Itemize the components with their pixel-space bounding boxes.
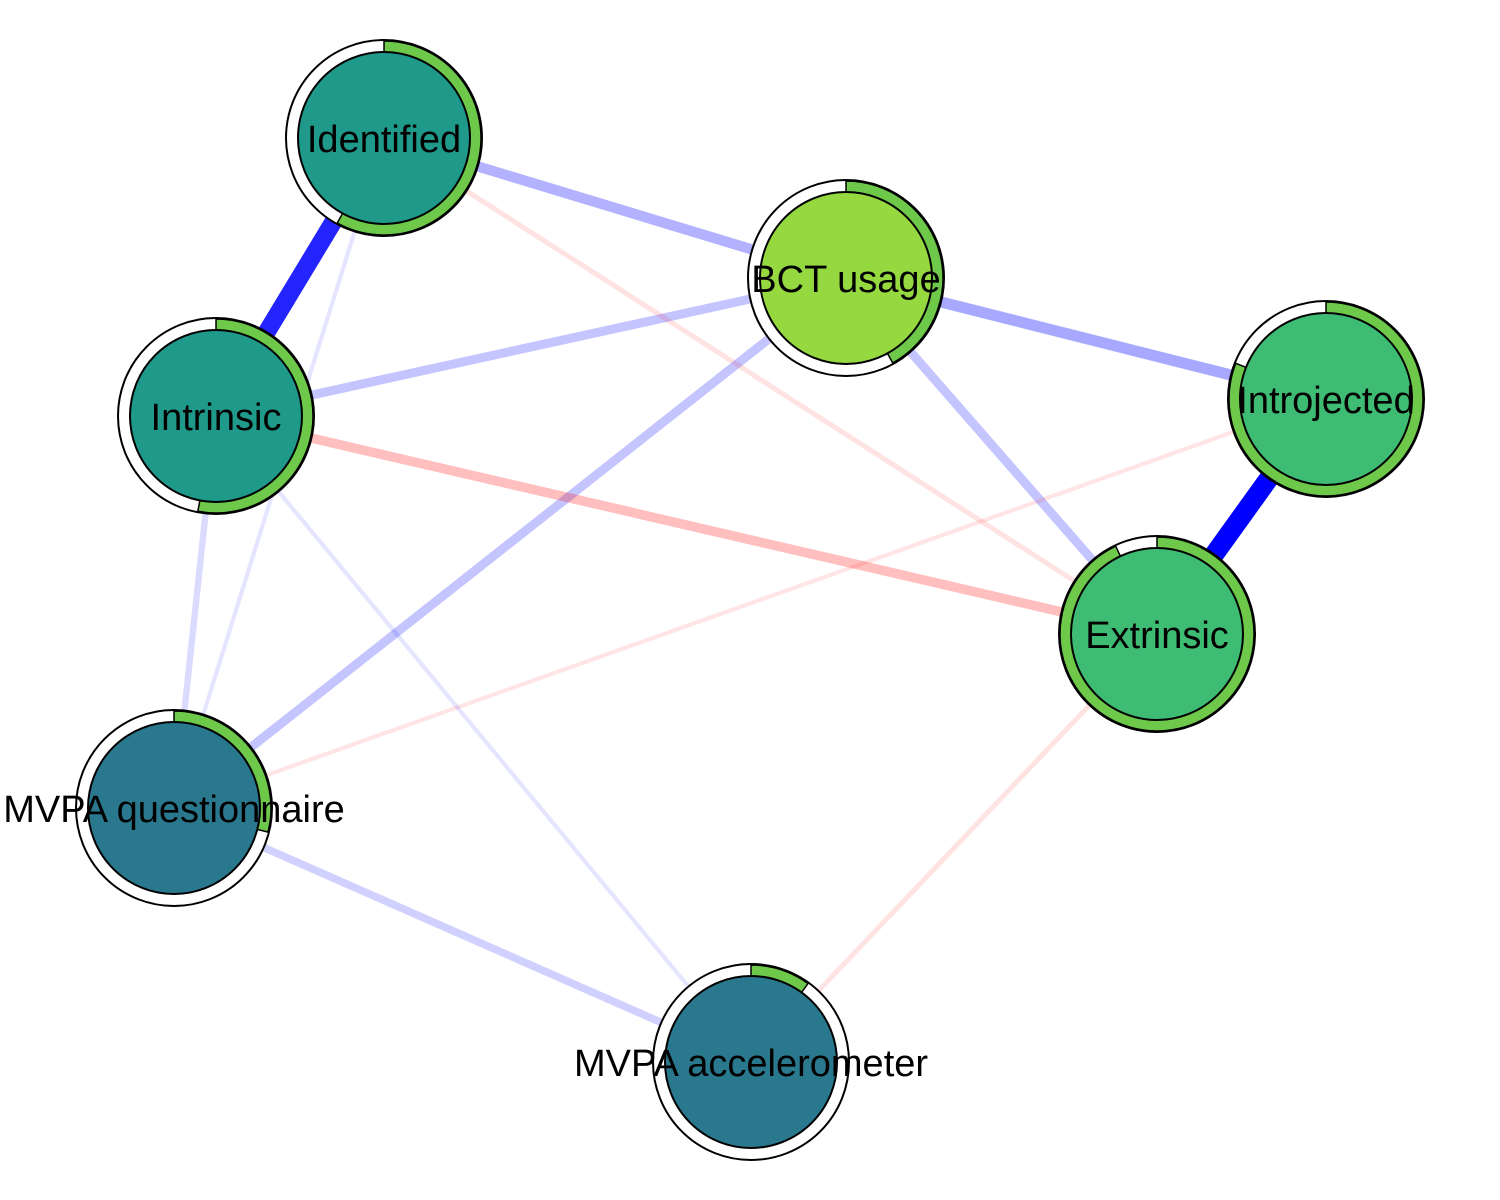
edge-intrinsic-extrinsic xyxy=(214,411,1159,639)
node-mvpa_q-label: MVPA questionnaire xyxy=(3,789,345,831)
node-identified-label: Identified xyxy=(307,119,461,161)
node-mvpa_a-circle xyxy=(664,975,838,1149)
edge-identified-extrinsic xyxy=(382,135,1159,637)
node-identified-circle xyxy=(297,51,471,225)
edge-bct-mvpa_q xyxy=(171,274,849,812)
node-introjected-label: Introjected xyxy=(1237,380,1414,422)
node-intrinsic-label: Intrinsic xyxy=(151,397,282,439)
edge-mvpa_q-mvpa_a xyxy=(172,804,753,1066)
node-intrinsic: Intrinsic xyxy=(117,317,315,515)
nodes-layer: Identified BCT usage Intrinsic Introjected E… xyxy=(3,39,1425,1161)
edge-introjected-mvpa_q xyxy=(173,397,1327,810)
edge-bct-intrinsic xyxy=(215,273,847,421)
node-extrinsic-label: Extrinsic xyxy=(1085,615,1229,657)
node-identified: Identified xyxy=(285,39,483,237)
node-introjected-circle xyxy=(1239,312,1413,486)
node-mvpa_a-label: MVPA accelerometer xyxy=(574,1043,928,1085)
node-mvpa_q-circle xyxy=(87,721,261,895)
node-introjected: Introjected xyxy=(1227,300,1425,498)
node-bct: BCT usage xyxy=(747,179,945,377)
node-intrinsic-circle xyxy=(129,329,303,503)
edge-intrinsic-mvpa_a xyxy=(214,414,753,1064)
node-extrinsic: Extrinsic xyxy=(1058,535,1256,733)
node-bct-label: BCT usage xyxy=(751,259,940,301)
node-bct-circle xyxy=(759,191,933,365)
node-mvpa_a: MVPA accelerometer xyxy=(574,963,928,1161)
node-extrinsic-circle xyxy=(1070,547,1244,721)
node-mvpa_q: MVPA questionnaire xyxy=(3,709,345,907)
